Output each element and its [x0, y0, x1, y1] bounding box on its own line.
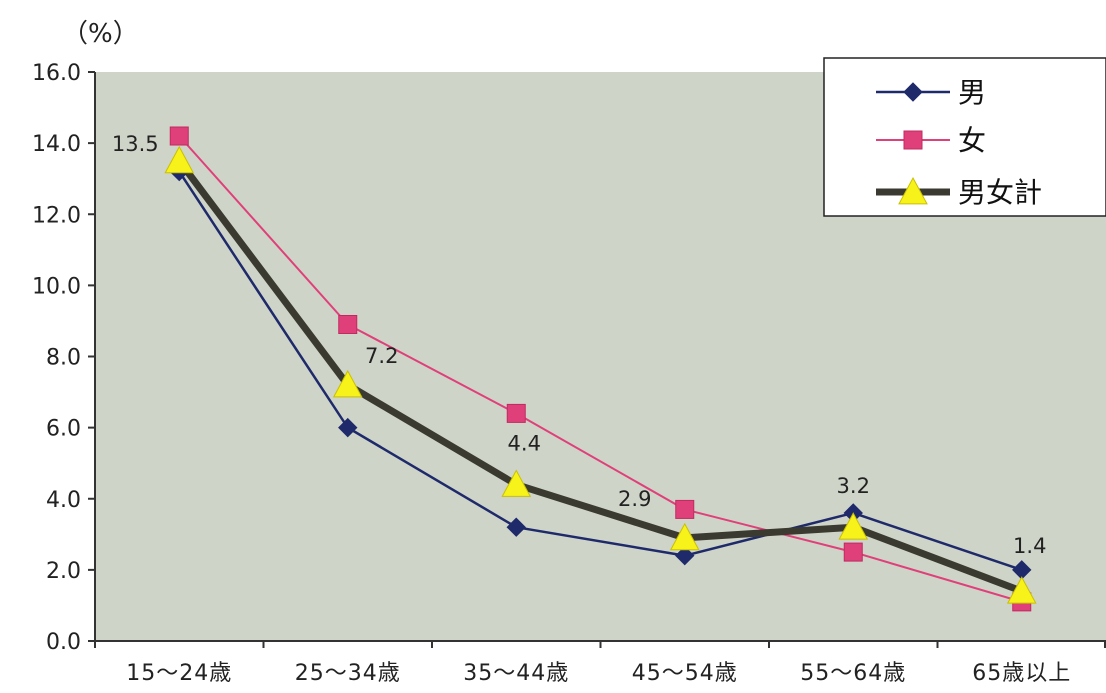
y-tick-label: 16.0	[32, 61, 81, 86]
data-label: 7.2	[365, 344, 398, 368]
legend-label: 男	[958, 76, 986, 109]
legend-box	[823, 57, 1106, 217]
y-tick-label: 6.0	[46, 417, 81, 442]
x-tick-label: 55～64歳	[800, 661, 906, 686]
x-tick-label: 65歳以上	[972, 661, 1071, 686]
series-line	[176, 158, 1023, 595]
legend-marker	[898, 176, 928, 205]
data-label: 2.9	[618, 487, 651, 511]
y-tick-label: 14.0	[32, 132, 81, 157]
x-tick-label: 15～24歳	[126, 661, 232, 686]
x-tick-label: 25～34歳	[295, 661, 401, 686]
data-label: 4.4	[508, 432, 541, 456]
data-point-marker	[169, 126, 189, 146]
x-tick-label: 45～54歳	[632, 661, 738, 686]
data-label: 13.5	[112, 132, 159, 156]
data-point-marker	[164, 145, 195, 174]
legend-marker	[903, 130, 923, 150]
y-tick-label: 10.0	[32, 274, 81, 299]
data-point-marker	[332, 369, 363, 398]
data-point-marker	[843, 542, 863, 562]
data-point-marker	[675, 545, 695, 566]
y-tick-label: 4.0	[46, 488, 81, 513]
legend-label: 女	[958, 124, 986, 157]
data-point-marker	[338, 314, 358, 334]
data-label: 3.2	[837, 474, 870, 498]
y-axis-unit-label: （%）	[62, 19, 139, 49]
data-point-marker	[669, 522, 700, 551]
data-point-marker	[501, 469, 532, 497]
legend-marker	[903, 82, 923, 102]
data-point-marker	[506, 403, 526, 423]
data-point-marker	[675, 499, 695, 519]
series-line	[178, 170, 1023, 572]
data-label: 1.4	[1013, 534, 1046, 558]
y-tick-label: 8.0	[46, 346, 81, 371]
y-tick-label: 0.0	[46, 630, 81, 655]
series-line	[178, 135, 1023, 603]
legend-label: 男女計	[958, 176, 1042, 209]
data-point-marker	[338, 417, 358, 438]
data-point-marker	[1006, 576, 1037, 604]
x-tick-label: 35～44歳	[463, 661, 569, 686]
y-tick-label: 2.0	[46, 559, 81, 584]
data-point-marker	[838, 512, 869, 540]
y-tick-label: 12.0	[32, 203, 81, 228]
data-point-marker	[506, 517, 526, 537]
